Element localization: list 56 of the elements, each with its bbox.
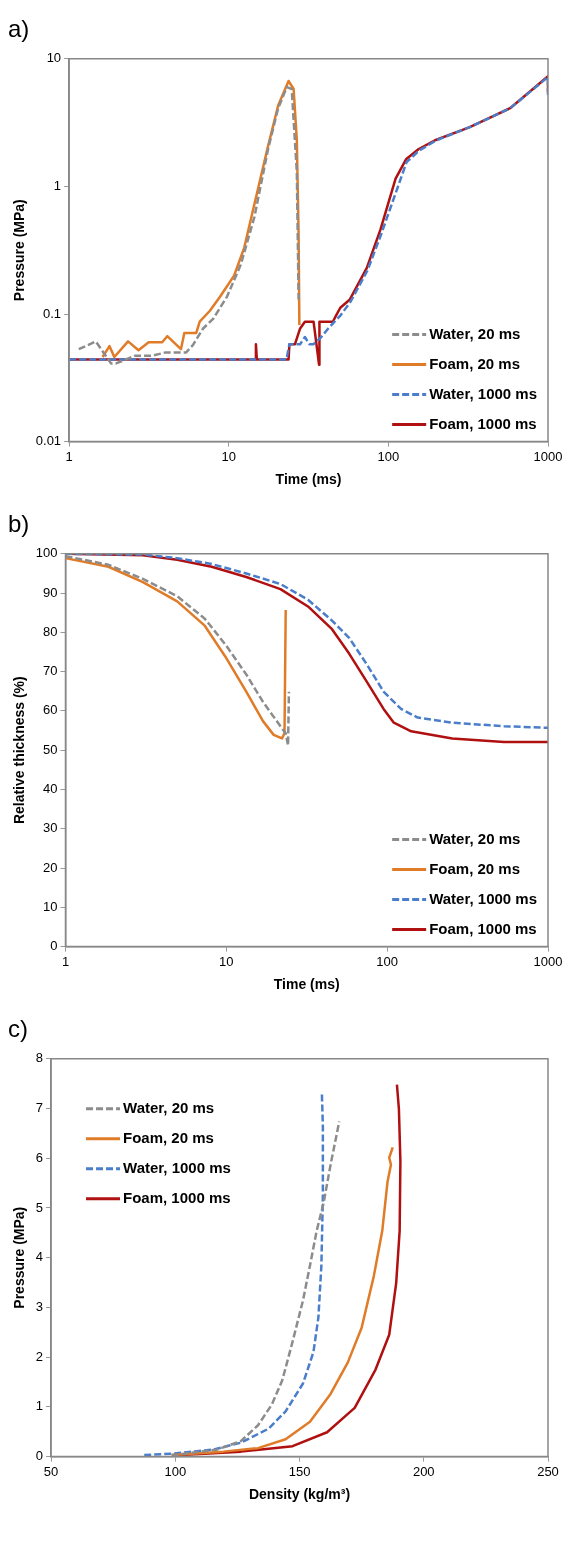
y-tick-label: 60 xyxy=(43,702,58,718)
x-axis-title: Time (ms) xyxy=(275,471,342,488)
y-tick-label: 0.01 xyxy=(35,433,62,449)
y-tick-label: 40 xyxy=(43,781,58,797)
x-tick-label: 1000 xyxy=(533,953,563,969)
legend-label: Foam, 20 ms xyxy=(123,1128,214,1146)
y-tick-label: 3 xyxy=(35,1299,44,1314)
legend-label: Foam, 20 ms xyxy=(429,859,521,877)
x-axis-title: Density (kg/m³) xyxy=(248,1486,351,1503)
x-tick-label: 150 xyxy=(288,1463,311,1479)
y-tick-label: 10 xyxy=(43,898,58,914)
y-tick-label: 6 xyxy=(35,1149,44,1165)
x-tick-label: 1000 xyxy=(533,448,563,464)
chart-title: c) xyxy=(8,1015,28,1043)
y-axis-title: Pressure (MPa) xyxy=(11,1206,28,1309)
y-tick-label: 0 xyxy=(50,938,58,954)
legend-label: Water, 1000 ms xyxy=(429,889,537,907)
y-tick-label: 4 xyxy=(35,1249,44,1265)
legend-label: Water, 1000 ms xyxy=(429,384,537,402)
y-tick-label: 8 xyxy=(35,1050,44,1066)
y-tick-label: 0.1 xyxy=(43,305,62,321)
y-tick-label: 100 xyxy=(35,545,58,561)
legend-label: Water, 1000 ms xyxy=(123,1158,231,1176)
y-tick-label: 1 xyxy=(35,1398,44,1414)
y-tick-label: 70 xyxy=(43,663,58,679)
legend-label: Water, 20 ms xyxy=(429,324,521,342)
y-tick-label: 50 xyxy=(43,741,58,757)
legend-label: Foam, 1000 ms xyxy=(429,919,537,937)
x-tick-label: 100 xyxy=(376,953,399,969)
x-tick-label: 1 xyxy=(65,448,73,464)
legend-label: Foam, 1000 ms xyxy=(429,414,537,432)
y-tick-label: 1 xyxy=(53,177,62,193)
legend-label: Foam, 20 ms xyxy=(429,354,521,372)
x-tick-label: 10 xyxy=(219,953,234,969)
y-tick-label: 20 xyxy=(43,859,58,875)
x-tick-label: 100 xyxy=(377,448,400,464)
chart-title: a) xyxy=(8,15,30,43)
legend-label: Water, 20 ms xyxy=(123,1098,215,1116)
y-tick-label: 0 xyxy=(35,1448,44,1464)
y-tick-label: 90 xyxy=(43,584,58,600)
y-tick-label: 5 xyxy=(35,1199,44,1215)
y-tick-label: 30 xyxy=(43,820,58,836)
y-axis-title: Pressure (MPa) xyxy=(11,199,28,302)
y-axis-title: Relative thickness (%) xyxy=(11,676,28,825)
y-tick-label: 7 xyxy=(35,1100,44,1116)
chart-title: b) xyxy=(8,510,30,538)
y-tick-label: 2 xyxy=(35,1348,44,1364)
x-tick-label: 250 xyxy=(537,1463,559,1479)
y-tick-label: 80 xyxy=(43,623,58,639)
x-axis-title: Time (ms) xyxy=(273,976,340,993)
x-tick-label: 10 xyxy=(221,448,236,464)
x-tick-label: 200 xyxy=(412,1463,435,1479)
legend-label: Water, 20 ms xyxy=(429,829,521,847)
x-tick-label: 100 xyxy=(164,1463,187,1479)
legend-label: Foam, 1000 ms xyxy=(123,1188,231,1206)
y-tick-label: 10 xyxy=(46,50,62,66)
